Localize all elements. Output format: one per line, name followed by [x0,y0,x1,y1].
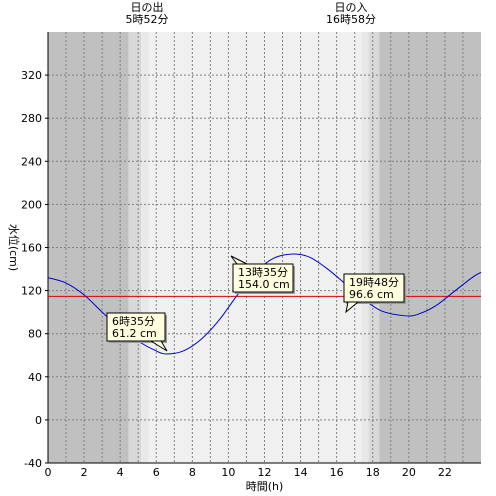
callout-box [343,273,405,303]
sunrise-label: 日の出 5時52分 [107,2,187,26]
x-tick-label: 14 [294,466,308,479]
sunset-time: 16時58分 [326,13,376,26]
sunset-label: 日の入 16時58分 [311,2,391,26]
callout-tail [149,340,168,352]
callout-time: 13時35分 [238,266,288,279]
callout-box [106,312,166,342]
sunset-title: 日の入 [334,1,368,14]
callout-value: 61.2 cm [112,327,157,340]
y-tick-label: 120 [21,285,42,298]
x-tick-label: 2 [81,466,88,479]
twilight-shade-right [368,32,380,463]
sunrise-time: 5時52分 [125,13,169,26]
x-tick-label: 20 [402,466,416,479]
callout-tail [345,301,360,314]
y-tick-label: 80 [28,328,42,341]
y-tick-label: 320 [21,69,42,82]
callout-time: 19時48分 [349,276,399,289]
x-tick-label: 22 [438,466,452,479]
x-tick-label: 0 [45,466,52,479]
x-tick-label: 16 [330,466,344,479]
callout-time: 6時35分 [112,315,155,328]
callout-value: 96.6 cm [349,288,394,301]
callout-tail [230,255,248,265]
x-tick-label: 8 [189,466,196,479]
x-tick-label: 12 [258,466,272,479]
callout-box [232,263,294,293]
x-tick-label: 6 [153,466,160,479]
twilight-shade-left [128,32,142,463]
y-tick-label: 280 [21,112,42,125]
y-tick-label: 240 [21,155,42,168]
callout-value: 154.0 cm [238,278,290,291]
sunrise-title: 日の出 [130,1,164,14]
y-tick-label: -40 [24,457,42,470]
x-axis-title: 時間(h) [246,480,284,493]
y-tick-label: 200 [21,198,42,211]
y-tick-label: 0 [35,414,42,427]
x-tick-label: 4 [117,466,124,479]
y-axis-title: 水位(cm) [7,224,21,271]
y-tick-label: 40 [28,371,42,384]
y-tick-label: 160 [21,242,42,255]
x-tick-label: 10 [221,466,235,479]
x-tick-label: 18 [366,466,380,479]
